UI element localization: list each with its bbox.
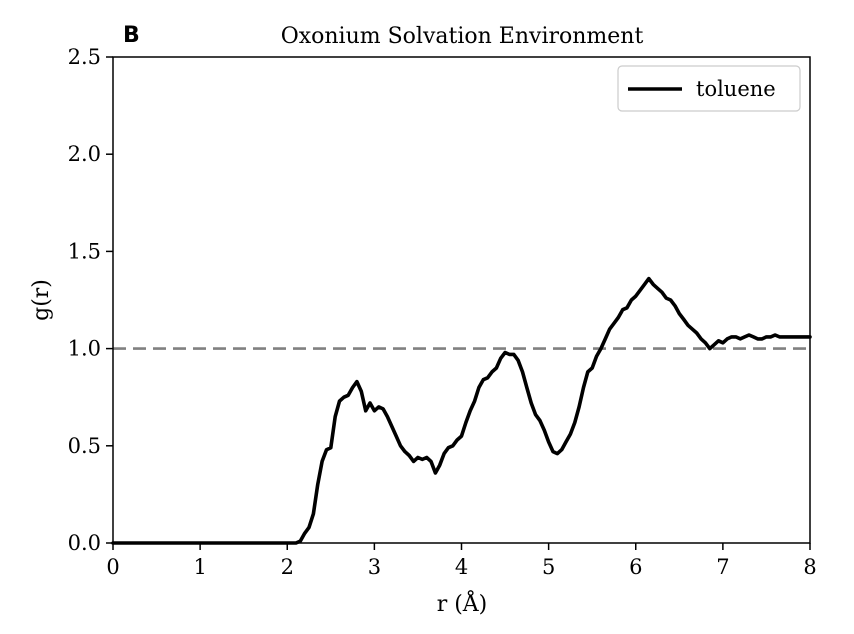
- panel-letter: B: [123, 23, 140, 48]
- y-tick-label: 1.5: [68, 239, 101, 263]
- y-tick-label: 0.5: [68, 434, 101, 458]
- x-tick-label: 5: [542, 555, 555, 579]
- legend-box: [617, 65, 801, 112]
- y-tick-label: 1.0: [68, 337, 101, 361]
- y-tick-label: 2.5: [68, 45, 101, 69]
- legend-label: toluene: [696, 77, 776, 101]
- x-tick-label: 4: [455, 555, 468, 579]
- y-tick-label: 2.0: [68, 142, 101, 166]
- chart-title: Oxonium Solvation Environment: [281, 24, 644, 49]
- x-tick-label: 0: [106, 555, 119, 579]
- x-tick-label: 8: [803, 555, 816, 579]
- x-tick-label: 7: [716, 555, 729, 579]
- x-tick-label: 1: [193, 555, 206, 579]
- plot-frame: [112, 56, 811, 544]
- x-tick-label: 3: [368, 555, 381, 579]
- x-tick-label: 6: [629, 555, 642, 579]
- y-axis-label: g(r): [29, 279, 54, 321]
- y-axis-ticks: 0.0 0.5 1.0 1.5 2.0 2.5: [68, 45, 113, 555]
- legend: toluene: [617, 65, 801, 112]
- x-tick-label: 2: [281, 555, 294, 579]
- series-line-toluene: [111, 276, 812, 545]
- x-axis-label: r (Å): [437, 589, 488, 617]
- y-tick-label: 0.0: [68, 531, 101, 555]
- x-axis-ticks: 0 1 2 3 4 5 6 7 8: [106, 543, 817, 579]
